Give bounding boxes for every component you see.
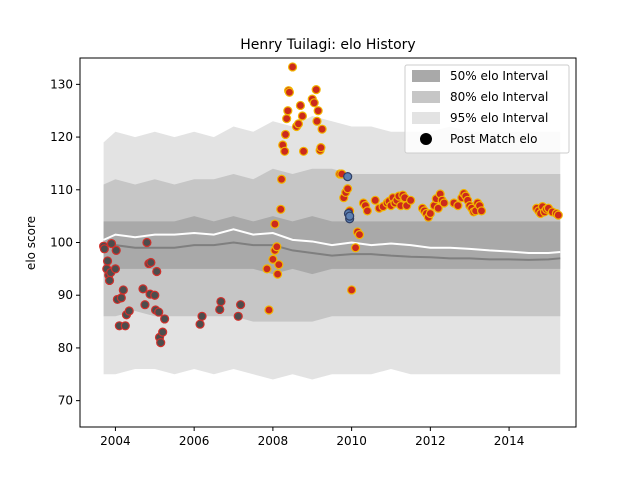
data-point-early [216, 296, 226, 307]
x-tick-label: 2010 [336, 434, 367, 448]
data-point-early [215, 304, 225, 315]
data-point-later [280, 129, 291, 140]
x-axis: 2004 2006 2008 2010 2012 2014 [100, 427, 524, 448]
legend-label: 80% elo Interval [450, 90, 548, 104]
data-point-later [293, 119, 304, 129]
x-tick-label: 2004 [100, 434, 131, 448]
y-tick-label: 110 [50, 183, 73, 197]
data-point-early [104, 275, 115, 286]
x-tick-label: 2012 [415, 434, 446, 448]
elo-lines [103, 228, 561, 261]
legend-swatch [412, 91, 440, 103]
data-point-later [272, 242, 282, 252]
x-tick-label: 2006 [179, 434, 210, 448]
data-point-early [106, 238, 117, 249]
data-point-later [317, 124, 327, 134]
data-point-later [406, 195, 416, 205]
legend-label: 95% elo Interval [450, 111, 548, 125]
data-point-later [276, 174, 287, 184]
data-point-later [287, 62, 298, 72]
x-tick-label: 2014 [494, 434, 525, 448]
data-point-later [311, 85, 321, 95]
data-point-later [298, 146, 309, 156]
legend: 50% elo Interval 80% elo Interval 95% elo … [404, 64, 570, 154]
data-point-early [110, 264, 121, 274]
data-point-later [313, 106, 323, 116]
mean-elo-line [103, 228, 561, 255]
data-point-highlight [343, 172, 353, 182]
data-point-later [264, 305, 274, 315]
data-point-later [270, 219, 280, 229]
y-axis: 70 80 90 100 110 120 130 [50, 77, 80, 408]
data-point-later [350, 243, 361, 253]
data-point-early [150, 290, 160, 300]
legend-label: Post Match elo [450, 132, 537, 146]
data-point-later [297, 111, 308, 121]
y-tick-label: 80 [58, 341, 73, 355]
y-tick-label: 90 [58, 288, 73, 302]
data-point-early [124, 306, 134, 316]
data-point-later [347, 285, 357, 295]
y-tick-label: 130 [50, 77, 73, 91]
data-point-early [146, 257, 156, 268]
data-point-later [276, 204, 286, 214]
data-point-early [118, 285, 128, 295]
data-point-later [354, 229, 365, 240]
data-point-later [316, 143, 326, 153]
data-point-later [268, 254, 278, 264]
data-point-early [233, 311, 243, 321]
data-point-later [453, 201, 463, 211]
data-point-later [282, 114, 292, 124]
data-point-later [439, 198, 449, 208]
data-point-later [280, 146, 290, 156]
data-point-early [138, 284, 148, 294]
y-tick-label: 120 [50, 130, 73, 144]
data-point-highlight [345, 211, 355, 221]
data-point-early [111, 245, 121, 256]
data-point-later [425, 208, 435, 219]
legend-swatch [412, 112, 440, 124]
data-point-later [274, 260, 284, 270]
data-point-early [158, 327, 168, 337]
data-point-early [99, 244, 110, 254]
data-point-early [160, 314, 170, 324]
data-point-early [156, 338, 166, 348]
data-point-early [195, 319, 205, 329]
legend-marker [420, 133, 432, 145]
y-tick-label: 70 [58, 394, 73, 408]
legend-swatch [412, 70, 440, 82]
y-tick-label: 100 [50, 236, 73, 250]
data-point-later [553, 210, 563, 220]
legend-frame [404, 64, 570, 154]
data-point-later [273, 269, 283, 279]
data-point-early [142, 237, 152, 248]
x-tick-label: 2008 [258, 434, 289, 448]
data-point-early [152, 266, 162, 277]
data-point-later [476, 206, 487, 216]
data-point-later [295, 100, 306, 111]
legend-label: 50% elo Interval [450, 69, 548, 83]
data-point-early [102, 256, 113, 266]
post-match-points [99, 62, 563, 348]
data-point-early [197, 311, 207, 321]
chart-title: Henry Tuilagi: elo History [240, 37, 415, 53]
data-point-later [283, 106, 293, 116]
data-point-later [312, 116, 322, 126]
data-point-later [284, 87, 295, 97]
data-point-later [370, 195, 380, 205]
data-point-early [116, 293, 126, 303]
data-point-early [154, 307, 164, 317]
data-point-early [120, 321, 130, 331]
median-elo-line [103, 241, 561, 261]
data-point-later [362, 206, 372, 216]
data-point-early [140, 300, 150, 310]
data-point-later [262, 264, 272, 274]
data-point-later [343, 184, 353, 194]
data-point-early [236, 300, 246, 310]
y-axis-title: elo score [24, 216, 38, 270]
data-point-later [433, 203, 443, 213]
data-point-later [309, 98, 319, 108]
